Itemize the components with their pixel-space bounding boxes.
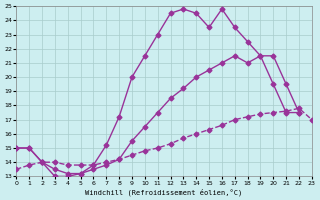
X-axis label: Windchill (Refroidissement éolien,°C): Windchill (Refroidissement éolien,°C) [85,188,243,196]
